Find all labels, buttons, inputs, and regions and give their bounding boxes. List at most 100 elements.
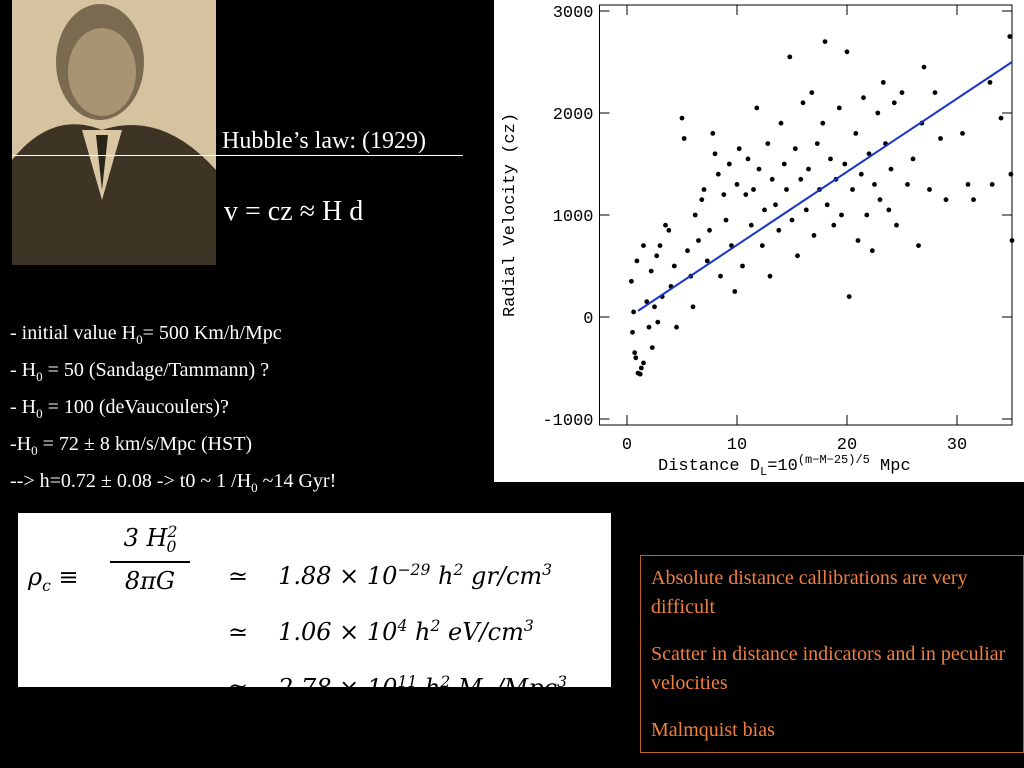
text-run: h bbox=[430, 562, 454, 590]
y-tick-label: 3000 bbox=[553, 4, 594, 23]
point bbox=[916, 243, 921, 249]
point bbox=[655, 319, 661, 325]
point bbox=[699, 197, 705, 203]
text-run: M bbox=[450, 674, 483, 702]
point bbox=[814, 141, 820, 147]
point bbox=[842, 161, 848, 167]
fit-line bbox=[637, 61, 1013, 312]
text-run: ≡ bbox=[50, 563, 79, 591]
x-label-run: Distance D bbox=[658, 457, 760, 476]
point bbox=[844, 49, 850, 55]
text-run: ≃ bbox=[228, 618, 249, 646]
point bbox=[809, 90, 815, 95]
point bbox=[828, 156, 833, 162]
point bbox=[795, 253, 800, 259]
point bbox=[769, 176, 775, 182]
point bbox=[938, 136, 943, 141]
caption: Hubble’s law: (1929) bbox=[222, 128, 426, 154]
supscript: −29 bbox=[397, 561, 431, 579]
point bbox=[798, 176, 804, 182]
point bbox=[646, 324, 652, 330]
point bbox=[888, 166, 894, 172]
point bbox=[644, 299, 650, 305]
point bbox=[776, 227, 782, 233]
point bbox=[718, 273, 723, 279]
fraction-bar bbox=[110, 561, 190, 563]
notes: - initial value H0= 500 Km/h/Mpc - H0 = 5… bbox=[10, 318, 336, 503]
note-line: -H0 = 72 ± 8 km/s/Mpc (HST) bbox=[10, 429, 336, 466]
point bbox=[736, 146, 742, 152]
point bbox=[943, 197, 949, 203]
portrait-photo bbox=[12, 0, 216, 265]
point bbox=[745, 156, 751, 162]
point bbox=[715, 171, 721, 177]
point bbox=[1007, 34, 1013, 39]
supscript: 2 bbox=[440, 673, 451, 691]
y-tick-label: 2000 bbox=[553, 106, 594, 125]
point bbox=[905, 182, 910, 187]
text-run: - H bbox=[10, 359, 37, 381]
point bbox=[824, 202, 830, 208]
remarks-box: Absolute distance callibrations are very… bbox=[640, 555, 1024, 753]
x-label-run: (m−M−25)/5 bbox=[798, 453, 870, 467]
supscript: 2 bbox=[167, 523, 178, 541]
text-run: - H bbox=[10, 396, 37, 418]
point bbox=[732, 289, 738, 294]
point bbox=[671, 263, 677, 269]
note-line: - H0 = 50 (Sandage/Tammann) ? bbox=[10, 355, 336, 392]
point bbox=[721, 192, 727, 198]
point bbox=[756, 166, 762, 172]
text-run: /Mpc bbox=[495, 674, 558, 702]
text-run: gr/cm bbox=[463, 562, 543, 590]
subscript: 0 bbox=[36, 369, 43, 384]
point bbox=[781, 161, 787, 167]
y-tick-label: -1000 bbox=[542, 412, 593, 431]
point bbox=[740, 263, 745, 269]
point bbox=[696, 238, 701, 243]
text-run: 1.88 × 10 bbox=[278, 562, 398, 590]
text-run: ~14 Gyr! bbox=[257, 470, 337, 492]
supscript: 11 bbox=[397, 673, 418, 691]
point bbox=[641, 243, 646, 249]
subscript: 0 bbox=[166, 537, 177, 556]
x-axis-label: Distance DL=10(m−M−25)/5 Mpc bbox=[658, 453, 911, 479]
point bbox=[850, 187, 855, 192]
text-run: 2.78 × 10 bbox=[278, 674, 398, 702]
point bbox=[910, 156, 916, 162]
point bbox=[652, 304, 657, 310]
y-axis-label: Radial Velocity (cz) bbox=[501, 113, 520, 317]
formula-row: ≃ 1.88 × 10−29 h2 gr/cm3 bbox=[228, 545, 567, 601]
text-run: h bbox=[417, 674, 441, 702]
point bbox=[987, 80, 993, 85]
remark: Absolute distance callibrations are very… bbox=[651, 567, 968, 618]
supscript: 2 bbox=[430, 617, 441, 635]
point bbox=[679, 115, 685, 121]
text-run: --> h=0.72 ± 0.08 -> t0 ~ 1 /H bbox=[10, 470, 252, 492]
point bbox=[632, 350, 638, 356]
point bbox=[921, 64, 927, 70]
chart-background bbox=[494, 0, 1024, 482]
point bbox=[710, 131, 716, 136]
text-run: - initial value H bbox=[10, 322, 137, 344]
point bbox=[831, 222, 837, 228]
point bbox=[634, 258, 640, 264]
text-run: = 50 (Sandage/Tammann) ? bbox=[42, 359, 270, 381]
point bbox=[1009, 238, 1015, 243]
point bbox=[846, 294, 852, 299]
point bbox=[631, 309, 636, 315]
note-line: - initial value H0= 500 Km/h/Mpc bbox=[10, 318, 336, 355]
point bbox=[899, 90, 905, 95]
subscript: 0 bbox=[136, 332, 143, 347]
point bbox=[759, 243, 765, 249]
point bbox=[960, 131, 965, 136]
point bbox=[637, 371, 643, 377]
subscript: c bbox=[42, 576, 51, 595]
point bbox=[778, 120, 784, 126]
point bbox=[998, 115, 1004, 121]
x-label-run: =10 bbox=[767, 457, 798, 476]
point bbox=[965, 182, 971, 187]
point bbox=[894, 222, 899, 228]
x-label-run: Mpc bbox=[870, 457, 911, 476]
subscript: ⊙ bbox=[482, 687, 496, 706]
text-run: ≃ bbox=[228, 562, 249, 590]
